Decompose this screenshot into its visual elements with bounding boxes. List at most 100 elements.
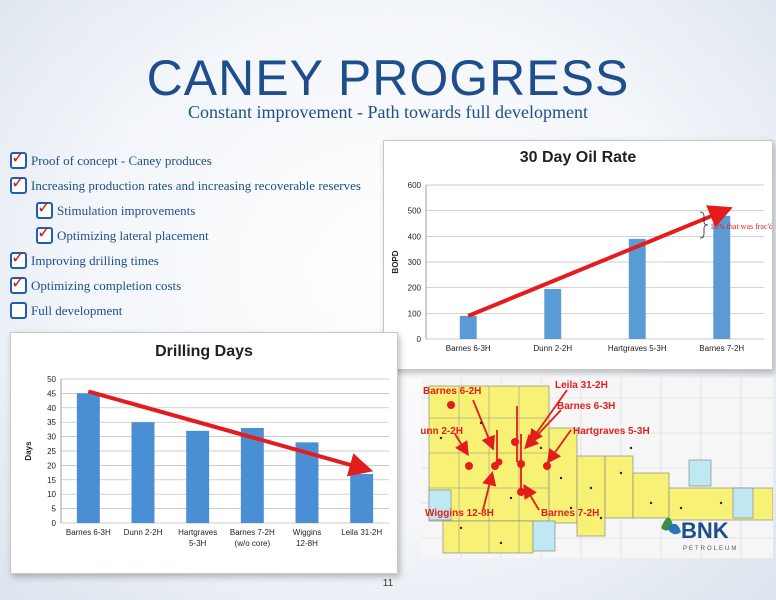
map-label-hartgraves-5-3h: Hartgraves 5-3H (573, 426, 650, 437)
x-tick-label: Hartgraves 5-3H (608, 344, 667, 353)
bullet-list: ✓ Proof of concept - Caney produces ✓ In… (10, 148, 382, 323)
bullet-text: Full development (31, 302, 123, 318)
logo-subtext: PETROLEUM (683, 546, 738, 552)
y-tick-label: 0 (52, 519, 57, 528)
trend-arrow (87, 389, 374, 477)
checkmark-icon: ✓ (11, 273, 26, 293)
bullet-item: ✓ Optimizing lateral placement (10, 223, 382, 248)
y-tick-label: 200 (408, 284, 422, 293)
x-tick-label: Barnes 7-2H (699, 344, 744, 353)
logo-text: BNK (681, 518, 729, 543)
bullet-text: Improving drilling times (31, 252, 159, 268)
map-label-wiggins-12-8h: Wiggins 12-8H (425, 508, 494, 519)
bar (186, 430, 210, 523)
x-tick-label: 12-8H (296, 539, 318, 548)
y-tick-label: 20 (47, 461, 56, 470)
bullet-item: Full development (10, 298, 382, 323)
well-markers (447, 401, 551, 496)
bar (713, 215, 731, 339)
checkbox-icon: ✓ (10, 273, 27, 294)
y-tick-label: 45 (47, 389, 56, 398)
y-tick-label: 5 (52, 505, 57, 514)
bar (350, 474, 374, 523)
y-tick-label: 400 (408, 232, 422, 241)
x-tick-label: Dunn 2-2H (533, 344, 572, 353)
bar (459, 315, 477, 339)
map-label-dunn-2-2h: Dunn 2-2H (421, 426, 463, 437)
well-map-graphic: Barnes 6-2H Leila 31-2H Barnes 6-3H Dunn… (421, 378, 773, 558)
y-tick-label: 50 (47, 375, 56, 384)
bullet-item: ✓ Increasing production rates and increa… (10, 173, 382, 198)
y-tick-label: 0 (417, 335, 422, 344)
y-axis-label: BOPD (391, 250, 400, 273)
bullet-text: Optimizing lateral placement (57, 227, 209, 243)
x-tick-label: Leila 31-2H (341, 528, 382, 537)
oil-rate-chart-title: 30 Day Oil Rate (519, 149, 637, 166)
bullet-item: ✓ Optimizing completion costs (10, 273, 382, 298)
bullet-text: Increasing production rates and increasi… (31, 177, 361, 193)
bullet-item: ✓ Proof of concept - Caney produces (10, 148, 382, 173)
bullet-text: Proof of concept - Caney produces (31, 152, 212, 168)
bullet-item: ✓ Improving drilling times (10, 248, 382, 273)
oil-rate-chart: 0 100 200 300 400 500 600 BOPD Barnes 6-3H Dunn 2… (391, 181, 772, 353)
checkbox-icon: ✓ (36, 223, 53, 244)
leaf-icon (667, 523, 681, 535)
y-tick-label: 300 (408, 258, 422, 267)
x-tick-label: Wiggins (293, 528, 321, 537)
checkmark-icon: ✓ (11, 148, 26, 168)
y-tick-label: 100 (408, 309, 422, 318)
checkbox-icon: ✓ (10, 173, 27, 194)
checkbox-icon (10, 302, 27, 319)
drilling-days-chart: 0 5 10 15 20 25 30 35 40 45 50 Days Barnes 6-3H Dunn … (24, 375, 389, 548)
y-tick-label: 15 (47, 476, 56, 485)
bar (131, 422, 155, 523)
map-label-barnes-6-3h: Barnes 6-3H (557, 401, 615, 412)
y-tick-label: 600 (408, 181, 422, 190)
annotation-text: 15% that was frac'd later (710, 222, 772, 231)
y-tick-label: 25 (47, 447, 56, 456)
drilling-days-chart-title: Drilling Days (155, 343, 253, 360)
bar (544, 288, 562, 339)
other-wells (439, 421, 723, 545)
bullet-text: Stimulation improvements (57, 202, 196, 218)
map-label-leila-31-2h: Leila 31-2H (555, 380, 608, 391)
bullet-text: Optimizing completion costs (31, 277, 182, 293)
x-tick-label: (w/o core) (235, 539, 271, 548)
checkmark-icon: ✓ (37, 198, 52, 218)
y-tick-label: 40 (47, 404, 56, 413)
bar (76, 393, 100, 523)
y-tick-label: 500 (408, 207, 422, 216)
checkbox-icon: ✓ (10, 248, 27, 269)
checkmark-icon: ✓ (11, 173, 26, 193)
lease-blocks-blue (428, 459, 754, 552)
y-tick-label: 35 (47, 418, 56, 427)
slide-subtitle: Constant improvement - Path towards full… (188, 102, 588, 122)
x-tick-label: 5-3H (189, 539, 207, 548)
x-tick-label: Barnes 6-3H (446, 344, 491, 353)
checkbox-icon: ✓ (36, 198, 53, 219)
checkmark-icon: ✓ (37, 223, 52, 243)
drilling-days-chart-panel: Drilling Days 0 5 10 15 20 25 30 35 40 45 50 Days Ba… (10, 332, 398, 574)
x-tick-label: Dunn 2-2H (124, 528, 163, 537)
brace-icon (699, 211, 709, 239)
bar (240, 427, 264, 523)
trend-arrow (467, 205, 733, 318)
bnk-logo: BNK PETROLEUM (661, 517, 738, 552)
bullet-item: ✓ Stimulation improvements (10, 198, 382, 223)
y-axis-label: Days (24, 441, 33, 461)
checkbox-icon: ✓ (10, 148, 27, 169)
x-tick-label: Barnes 7-2H (230, 528, 275, 537)
slide-title: CANEY PROGRESS (146, 50, 630, 106)
x-tick-label: Barnes 6-3H (66, 528, 111, 537)
bar (295, 442, 319, 523)
map-label-barnes-6-2h: Barnes 6-2H (423, 386, 481, 397)
map-label-barnes-7-2h: Barnes 7-2H (541, 508, 599, 519)
well-map: Barnes 6-2H Leila 31-2H Barnes 6-3H Dunn… (421, 378, 773, 558)
bar (628, 238, 646, 339)
y-tick-label: 10 (47, 490, 56, 499)
page-number: 11 (382, 578, 394, 589)
x-tick-label: Hartgraves (178, 528, 217, 537)
checkmark-icon: ✓ (11, 248, 26, 268)
oil-rate-chart-panel: 30 Day Oil Rate 0 100 200 300 400 500 600 BOPD B… (383, 140, 773, 370)
y-tick-label: 30 (47, 433, 56, 442)
